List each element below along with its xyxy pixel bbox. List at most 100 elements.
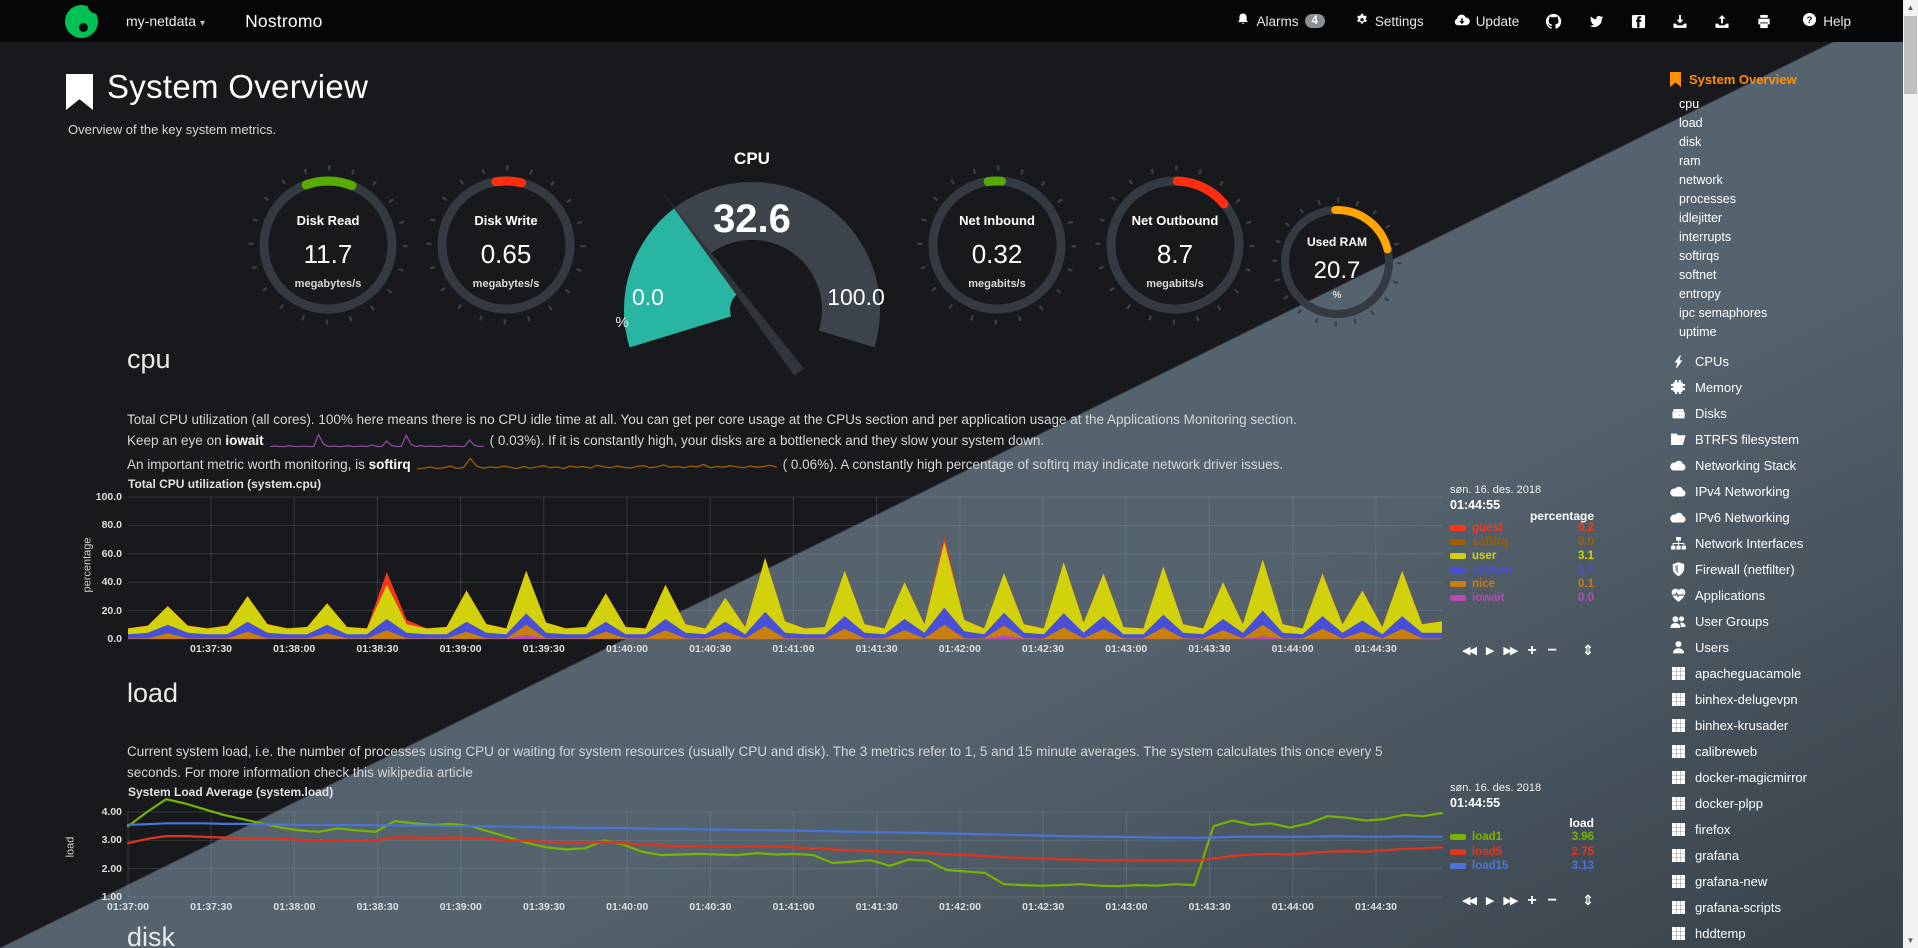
gauge-net-inbound[interactable]: Net Inbound 0.32 megabits/s (912, 160, 1082, 330)
sidebar-item-softirqs[interactable]: softirqs (1679, 249, 1720, 263)
sidebar-item-user-groups[interactable]: User Groups (1670, 608, 1807, 634)
sidebar-item-ram[interactable]: ram (1679, 154, 1701, 168)
svg-text:%: % (615, 314, 628, 331)
legend-swatch (1450, 834, 1466, 841)
sidebar-item-interrupts[interactable]: interrupts (1679, 230, 1732, 244)
sidebar-item-system-overview[interactable]: System Overview (1670, 72, 1797, 87)
sidebar-item-grafana-scripts[interactable]: grafana-scripts (1670, 894, 1807, 920)
sidebar-item-firefox[interactable]: firefox (1670, 816, 1807, 842)
sidebar-item-docker-magicmirror[interactable]: docker-magicmirror (1670, 764, 1807, 790)
play-button[interactable]: ▶ (1485, 645, 1495, 657)
legend-series-value: 0.0 (1578, 536, 1594, 548)
svg-text:Net Inbound: Net Inbound (959, 213, 1035, 228)
sidebar-item-binhex-delugevpn[interactable]: binhex-delugevpn (1670, 686, 1807, 712)
cpu-legend-row-system[interactable]: system 1.7 (1450, 563, 1594, 577)
scrollbar-down-icon[interactable]: ▼ (1906, 936, 1915, 945)
load-legend-row-load1[interactable]: load1 3.96 (1450, 830, 1594, 845)
cpu-legend-row-iowait[interactable]: iowait 0.0 (1450, 591, 1594, 605)
load-xtick: 01:42:00 (938, 901, 982, 913)
load-legend-time: 01:44:55 (1450, 796, 1501, 810)
upload-icon[interactable] (1714, 14, 1730, 29)
resize-handle-icon[interactable]: ⇕ (1582, 892, 1594, 908)
right-sidebar: System Overview cpu load disk ram network pro… (1668, 42, 1900, 948)
sidebar-item-entropy[interactable]: entropy (1679, 287, 1721, 301)
wikipedia-link[interactable]: wikipedia article (377, 765, 473, 780)
resize-handle-icon[interactable]: ⇕ (1582, 642, 1594, 658)
gauge-disk-read[interactable]: Disk Read 11.7 megabytes/s (243, 160, 413, 330)
sidebar-item-applications[interactable]: Applications (1670, 582, 1807, 608)
softirq-sparkline[interactable] (416, 457, 777, 475)
pan-right-button[interactable]: ▶▶ (1503, 645, 1518, 657)
sidebar-item-firewall-netfilter-[interactable]: Firewall (netfilter) (1670, 556, 1807, 582)
download-icon[interactable] (1672, 14, 1688, 29)
cpu-gauge-chart[interactable]: CPU 32.6 0.0 100.0% (592, 140, 912, 376)
iowait-sparkline[interactable] (269, 432, 484, 451)
pan-left-button[interactable]: ◀◀ (1462, 645, 1477, 657)
sidebar-item-load[interactable]: load (1679, 116, 1703, 130)
sidebar-item-networking-stack[interactable]: Networking Stack (1670, 452, 1807, 478)
zoom-in-button[interactable]: + (1527, 892, 1537, 909)
pan-left-button[interactable]: ◀◀ (1462, 895, 1477, 907)
sidebar-item-ipv4-networking[interactable]: IPv4 Networking (1670, 478, 1807, 504)
cpu-xtick: 01:38:30 (356, 643, 399, 655)
github-icon[interactable] (1545, 13, 1562, 30)
cpu-legend-row-user[interactable]: user 3.1 (1450, 549, 1594, 563)
sidebar-item-btrfs-filesystem[interactable]: BTRFS filesystem (1670, 426, 1807, 452)
svg-text:11.7: 11.7 (304, 239, 353, 269)
zoom-out-button[interactable]: − (1547, 892, 1557, 909)
sidebar-item-users[interactable]: Users (1670, 634, 1807, 660)
load-chart-plot[interactable] (126, 798, 1444, 900)
load-xtick: 01:38:00 (273, 901, 316, 913)
cpu-legend-row-nice[interactable]: nice 0.1 (1450, 577, 1594, 591)
sidebar-item-network[interactable]: network (1679, 173, 1723, 187)
grid-icon (1670, 665, 1686, 681)
zoom-out-button[interactable]: − (1547, 642, 1557, 659)
cpu-chart-plot[interactable] (128, 494, 1442, 640)
settings-button[interactable]: Settings (1355, 13, 1424, 30)
sidebar-item-docker-plpp[interactable]: docker-plpp (1670, 790, 1807, 816)
pan-right-button[interactable]: ▶▶ (1503, 895, 1518, 907)
sidebar-item-binhex-krusader[interactable]: binhex-krusader (1670, 712, 1807, 738)
sidebar-item-grafana[interactable]: grafana (1670, 842, 1807, 868)
twitter-icon[interactable] (1588, 14, 1605, 29)
sidebar-item-disks[interactable]: Disks (1670, 400, 1807, 426)
print-icon[interactable] (1756, 14, 1772, 29)
page-scrollbar[interactable]: ▲ ▼ (1903, 0, 1918, 948)
sidebar-item-cpus[interactable]: CPUs (1670, 348, 1807, 374)
gauge-used-ram[interactable]: Used RAM 20.7% (1267, 192, 1407, 332)
sidebar-item-grafana-new[interactable]: grafana-new (1670, 868, 1807, 894)
sidebar-item-cpu[interactable]: cpu (1679, 97, 1700, 111)
user-icon (1670, 639, 1686, 655)
cpu-legend-row-softirq[interactable]: softirq 0.0 (1450, 535, 1594, 549)
sidebar-item-softnet[interactable]: softnet (1679, 268, 1717, 282)
load-xtick: 01:44:00 (1271, 901, 1314, 913)
help-button[interactable]: ? Help (1802, 12, 1851, 30)
sidebar-item-ipc-semaphores[interactable]: ipc semaphores (1679, 306, 1768, 320)
sidebar-item-memory[interactable]: Memory (1670, 374, 1807, 400)
update-button[interactable]: Update (1454, 13, 1519, 29)
sidebar-item-disk[interactable]: disk (1679, 135, 1702, 149)
load-xtick: 01:44:30 (1354, 901, 1398, 913)
sidebar-item-processes[interactable]: processes (1679, 192, 1736, 206)
scrollbar-thumb[interactable] (1904, 16, 1917, 94)
load-legend-row-load5[interactable]: load5 2.75 (1450, 845, 1594, 860)
alarms-button[interactable]: Alarms 4 (1236, 12, 1325, 30)
netdata-logo-icon[interactable] (65, 1, 98, 38)
cpu-legend-row-guest[interactable]: guest 0.2 (1450, 521, 1594, 535)
scrollbar-up-icon[interactable]: ▲ (1906, 3, 1915, 12)
gauge-disk-write[interactable]: Disk Write 0.65 megabytes/s (421, 160, 591, 330)
sidebar-item-idlejitter[interactable]: idlejitter (1679, 211, 1723, 225)
sidebar-item-ipv6-networking[interactable]: IPv6 Networking (1670, 504, 1807, 530)
sidebar-item-apacheguacamole[interactable]: apacheguacamole (1670, 660, 1807, 686)
sidebar-item-uptime[interactable]: uptime (1679, 325, 1717, 339)
zoom-in-button[interactable]: + (1527, 642, 1537, 659)
load-legend-row-load15[interactable]: load15 3.13 (1450, 859, 1594, 874)
gauge-net-outbound[interactable]: Net Outbound 8.7 megabits/s (1090, 160, 1260, 330)
sidebar-item-calibreweb[interactable]: calibreweb (1670, 738, 1807, 764)
sidebar-item-hddtemp[interactable]: hddtemp (1670, 920, 1807, 946)
sidebar-item-label: docker-plpp (1695, 795, 1763, 811)
facebook-icon[interactable] (1631, 14, 1646, 29)
play-button[interactable]: ▶ (1485, 895, 1495, 907)
sidebar-item-network-interfaces[interactable]: Network Interfaces (1670, 530, 1807, 556)
hostname-dropdown[interactable]: my-netdata ▾ (126, 13, 205, 29)
